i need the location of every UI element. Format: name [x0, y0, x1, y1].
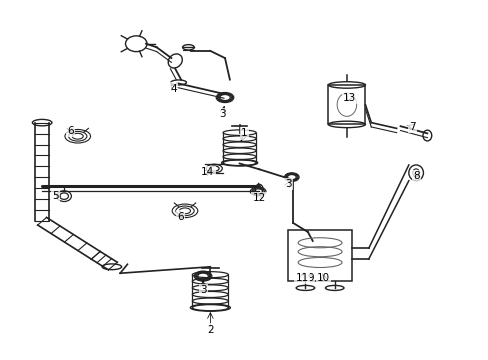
Text: 4: 4	[170, 84, 177, 94]
Text: 9: 9	[306, 273, 313, 283]
Text: 5: 5	[52, 191, 59, 201]
Text: 3: 3	[219, 109, 225, 119]
Bar	[328, 85, 365, 125]
Text: 13: 13	[342, 93, 355, 103]
Text: 11: 11	[295, 273, 308, 283]
Text: 8: 8	[412, 171, 419, 181]
Text: 6: 6	[67, 126, 74, 135]
Text: 7: 7	[408, 122, 415, 132]
Text: 6: 6	[177, 212, 183, 221]
Text: 12: 12	[252, 193, 265, 203]
Text: 3: 3	[199, 285, 206, 295]
Text: 14: 14	[201, 167, 214, 177]
Text: 10: 10	[316, 273, 329, 283]
Text: 3: 3	[285, 179, 291, 189]
Text: 2: 2	[206, 325, 213, 334]
Text: 1: 1	[241, 129, 247, 138]
